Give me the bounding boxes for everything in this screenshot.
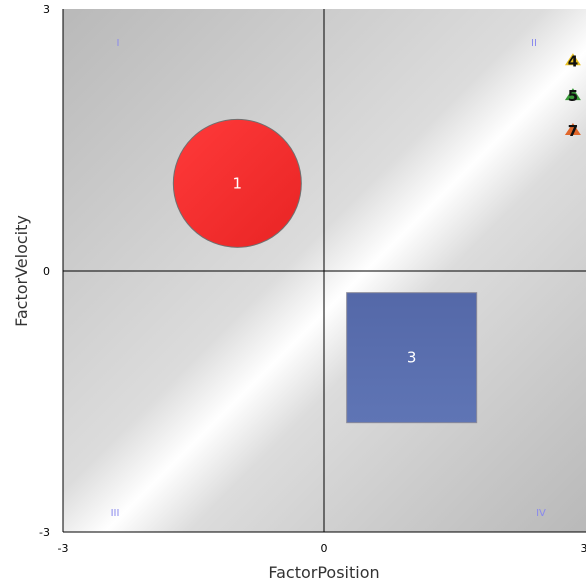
x-tick-right: 3 xyxy=(581,542,586,555)
x-axis-label: FactorPosition xyxy=(268,563,379,582)
y-axis-label: FactorVelocity xyxy=(12,215,31,327)
square-label-3: 3 xyxy=(407,349,417,367)
triangle-label-7: 7 xyxy=(568,122,578,140)
y-tick-bottom: -3 xyxy=(39,526,50,539)
triangle-marker-4[interactable] xyxy=(564,53,581,66)
x-tick-zero: 0 xyxy=(321,542,328,555)
triangle-label-5: 5 xyxy=(568,87,578,105)
triangle-marker-7[interactable] xyxy=(564,123,581,136)
x-tick-left: -3 xyxy=(58,542,69,555)
bubble-label-1: 1 xyxy=(233,174,243,192)
triangle-marker-5[interactable] xyxy=(564,88,581,101)
y-tick-zero: 0 xyxy=(43,265,50,278)
quadrant-label-ii: II xyxy=(531,38,537,49)
y-tick-top: 3 xyxy=(43,3,50,16)
triangle-label-4: 4 xyxy=(568,52,578,70)
bubble-1[interactable] xyxy=(172,118,302,248)
quadrant-label-iii: III xyxy=(111,508,120,519)
quadrant-label-iv: IV xyxy=(536,508,546,519)
quadrant-label-i: I xyxy=(117,38,120,49)
square-3[interactable] xyxy=(346,292,478,424)
